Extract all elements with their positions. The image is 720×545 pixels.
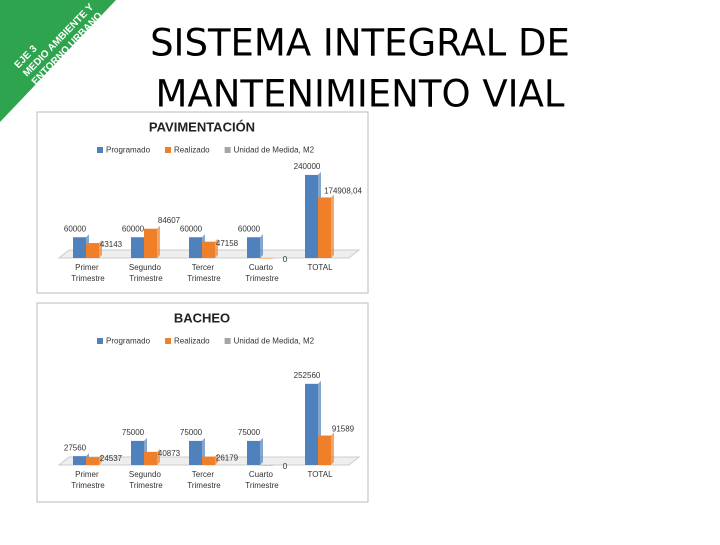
bar (202, 241, 215, 258)
bar (247, 440, 260, 465)
x-tick-label: Segundo Trimestre (129, 263, 163, 283)
data-label: 84607 (158, 216, 181, 225)
x-tick-label: Tercer Trimestre (187, 470, 221, 490)
bar (86, 243, 99, 258)
data-label: 0 (283, 255, 288, 264)
bar (131, 440, 144, 465)
bar (202, 456, 215, 465)
data-label: 75000 (122, 428, 145, 437)
bar-side (331, 194, 334, 258)
data-label: 0 (283, 462, 288, 471)
bar (305, 174, 318, 258)
legend-label: Realizado (174, 337, 210, 346)
data-label: 27560 (64, 443, 87, 452)
legend-swatch (97, 147, 103, 153)
legend-label: Realizado (174, 146, 210, 155)
data-label: 91589 (332, 425, 355, 434)
data-label: 252560 (294, 371, 321, 380)
x-tick-label: Cuarto Trimestre (245, 263, 279, 283)
bar (86, 457, 99, 465)
bar (144, 451, 157, 465)
bar (189, 440, 202, 465)
chart-title: BACHEO (174, 310, 230, 325)
bar-side (157, 225, 160, 258)
legend-label: Unidad de Medida, M2 (234, 146, 315, 155)
legend-swatch (165, 338, 172, 344)
slide-title: SISTEMA INTEGRAL DE (150, 22, 570, 65)
bar-side (99, 454, 102, 465)
x-tick-label: Cuarto Trimestre (245, 470, 279, 490)
x-tick-label: Primer Trimestre (71, 470, 105, 490)
bar (318, 435, 331, 465)
x-tick-label: Tercer Trimestre (187, 263, 221, 283)
chart-title: PAVIMENTACIÓN (149, 119, 255, 134)
x-tick-label: Segundo Trimestre (129, 470, 163, 490)
data-label: 75000 (180, 428, 203, 437)
bar (73, 237, 86, 258)
data-label: 60000 (122, 224, 145, 233)
legend-label: Programado (106, 146, 151, 155)
bar (73, 456, 86, 465)
bar (305, 383, 318, 465)
slide-title: MANTENIMIENTO VIAL (155, 73, 564, 116)
data-label: 240000 (294, 162, 321, 171)
legend-label: Unidad de Medida, M2 (234, 337, 315, 346)
bar-side (260, 234, 263, 258)
bar (189, 237, 202, 258)
bar (260, 465, 273, 466)
legend-label: Programado (106, 337, 151, 346)
bar (247, 237, 260, 258)
bar (318, 197, 331, 258)
data-label: 60000 (238, 224, 261, 233)
bar-side (215, 453, 218, 465)
bar-side (215, 238, 218, 258)
legend-swatch (224, 147, 231, 153)
data-label: 60000 (64, 224, 87, 233)
bar-side (331, 432, 334, 465)
x-tick-label: Primer Trimestre (71, 263, 105, 283)
legend-swatch (224, 338, 231, 344)
data-label: 40873 (158, 449, 181, 458)
data-label: 43143 (100, 240, 123, 249)
x-tick-label: TOTAL (307, 470, 333, 479)
data-label: 24537 (100, 454, 123, 463)
bar-side (157, 448, 160, 465)
x-tick-label: TOTAL (307, 263, 333, 272)
legend-swatch (97, 338, 103, 344)
bar-side (99, 240, 102, 258)
data-label: 174908,04 (324, 187, 362, 196)
data-label: 47158 (216, 239, 239, 248)
data-label: 60000 (180, 224, 203, 233)
bar (131, 237, 144, 258)
bar (260, 258, 273, 259)
data-label: 26179 (216, 454, 239, 463)
data-label: 75000 (238, 428, 261, 437)
legend-swatch (165, 147, 172, 153)
bar-side (260, 437, 263, 465)
bar (144, 228, 157, 258)
banner-triangle (0, 0, 116, 122)
